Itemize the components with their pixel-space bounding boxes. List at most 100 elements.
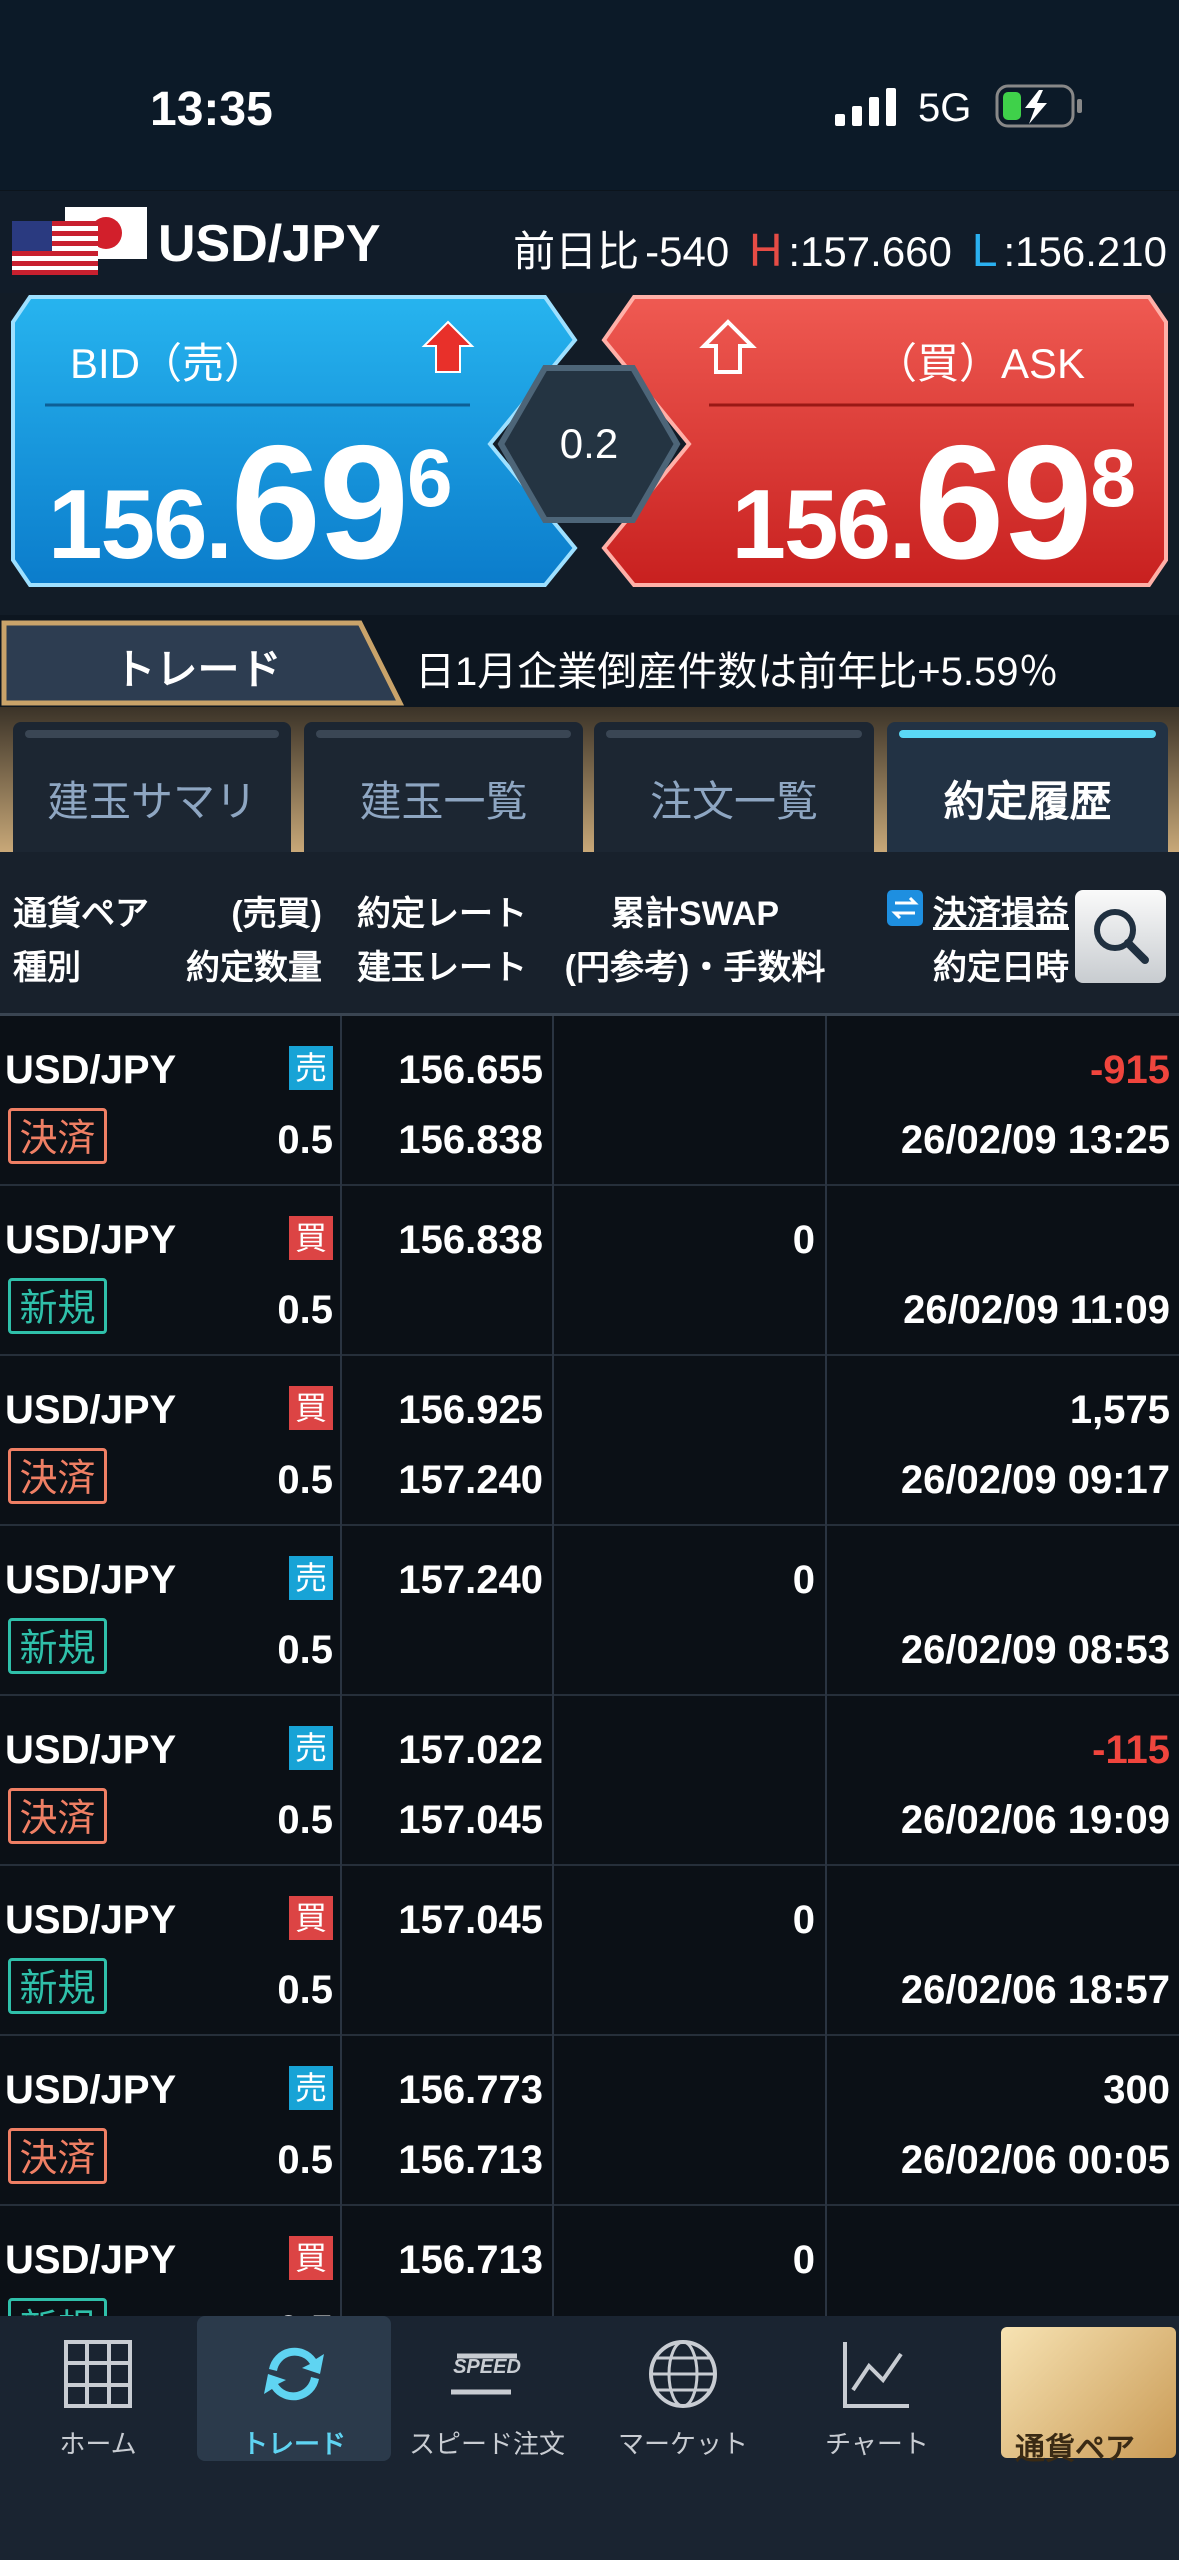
column-divider — [552, 2036, 554, 2206]
type-badge: 決済 — [8, 1108, 107, 1164]
datetime: 26/02/06 18:57 — [900, 1968, 1170, 2012]
trade-row[interactable]: USD/JPY 買決済 0.5 156.925 157.240 1,575 26/02/09… — [0, 1356, 1179, 1526]
ask-price-small: 8 — [1090, 433, 1136, 524]
pair: USD/JPY — [5, 2238, 177, 2282]
tab[interactable]: 建玉一覧 — [304, 722, 583, 852]
trade-rate: 156.838 — [398, 1218, 543, 1262]
datetime: 26/02/09 13:25 — [900, 1118, 1170, 1162]
tab-label: 約定履歴 — [943, 778, 1112, 825]
trade-row[interactable]: USD/JPY 売決済 0.5 156.655 156.838 -915 26/02/09 … — [0, 1016, 1179, 1186]
nav-icon[interactable] — [447, 2334, 527, 2414]
side-badge: 買 — [289, 1216, 333, 1260]
nav-label[interactable]: チャート — [825, 2429, 929, 2459]
quantity: 0.5 — [277, 2138, 333, 2182]
trade-row[interactable]: USD/JPY 買新規 0.5 156.713 0 — [0, 2206, 1179, 2316]
search-button[interactable] — [1075, 890, 1166, 983]
spread-hex — [497, 365, 681, 523]
bid-button[interactable] — [11, 295, 578, 587]
ticker-tab[interactable]: トレード — [113, 646, 282, 693]
swap: 0 — [792, 1218, 815, 1262]
trade-row[interactable]: USD/JPY 売決済 0.5 157.022 157.045 -115 26/02/06 … — [0, 1696, 1179, 1866]
column-label: (円参考)・手数料 — [564, 949, 826, 987]
type-badge: 決済 — [8, 1448, 107, 1504]
quantity: 0.5 — [277, 1458, 333, 1502]
datetime: 26/02/06 19:09 — [900, 1798, 1170, 1842]
datetime: 26/02/09 09:17 — [900, 1458, 1170, 1502]
nav-label[interactable]: ホーム — [59, 2429, 137, 2459]
datetime: 26/02/09 08:53 — [900, 1628, 1170, 1672]
nav-icon[interactable] — [254, 2334, 334, 2414]
ask-button[interactable] — [601, 295, 1168, 587]
pair: USD/JPY — [5, 2068, 177, 2112]
type-badge: 新規 — [8, 2298, 107, 2316]
nav-label[interactable]: マーケット — [617, 2429, 748, 2459]
change-value: -540 — [645, 228, 730, 275]
tab[interactable]: 注文一覧 — [594, 722, 874, 852]
ask-arrow — [699, 319, 757, 374]
header-bar — [0, 191, 1179, 293]
bid-price-small: 6 — [406, 433, 453, 524]
nav-icon[interactable] — [1035, 2330, 1115, 2410]
column-divider — [825, 1866, 827, 2036]
tab[interactable]: 約定履歴 — [887, 722, 1168, 852]
quantity: 0.5 — [277, 1798, 333, 1842]
quantity: 0.5 — [277, 1628, 333, 1672]
nav-icon[interactable] — [837, 2334, 917, 2414]
trade-row[interactable]: USD/JPY 売新規 0.5 157.240 0 26/02/09 08:53 — [0, 1526, 1179, 1696]
nav-label[interactable]: トレード — [241, 2429, 346, 2459]
trade-row[interactable]: USD/JPY 売決済 0.5 156.773 156.713 300 26/02/06 0… — [0, 2036, 1179, 2206]
bid-price-main: 156. — [48, 469, 233, 579]
tab-indicator — [25, 730, 279, 738]
type-badge: 決済 — [8, 2128, 107, 2184]
nav-label[interactable]: 通貨ペア — [1015, 2433, 1135, 2466]
column-divider — [552, 1186, 554, 1356]
bid-price: 156. 69 6 — [48, 410, 453, 596]
pair: USD/JPY — [5, 1218, 177, 1262]
ask-label: （買）ASK — [874, 340, 1085, 387]
column-divider — [552, 1696, 554, 1866]
type-badge: 決済 — [8, 1788, 107, 1844]
bid-price-big: 69 — [230, 412, 409, 593]
column-label: 建玉レート — [357, 949, 527, 987]
side-badge: 買 — [289, 1896, 333, 1940]
nav-icon[interactable] — [58, 2334, 138, 2414]
nav-label[interactable]: スピード注文 — [408, 2429, 565, 2459]
column-label: 約定数量 — [186, 949, 322, 987]
trade-row[interactable]: USD/JPY 買新規 0.5 157.045 0 26/02/06 18:57 — [0, 1866, 1179, 2036]
high-label: H — [749, 224, 783, 276]
type-badge: 新規 — [8, 1278, 107, 1334]
quantity: 0.5 — [277, 1288, 333, 1332]
datetime: 26/02/09 11:09 — [903, 1288, 1170, 1332]
column-divider — [552, 1356, 554, 1526]
status-time: 13:35 — [150, 83, 273, 136]
column-divider — [340, 2036, 342, 2206]
flag-icon — [12, 207, 147, 275]
network-label: 5G — [918, 86, 972, 130]
type-badge: 新規 — [8, 1618, 107, 1674]
pair: USD/JPY — [5, 1898, 177, 1942]
tab-indicator — [316, 730, 571, 738]
column-divider — [552, 2206, 554, 2316]
nav-active-bg — [197, 2316, 391, 2461]
swap-toggle-icon[interactable] — [887, 890, 923, 926]
column-divider — [340, 2206, 342, 2316]
nav-icon[interactable] — [643, 2334, 723, 2414]
low-value: :156.210 — [1003, 228, 1168, 275]
low-label: L — [971, 224, 998, 276]
side-badge: 売 — [289, 2066, 333, 2110]
tab-indicator — [606, 730, 862, 738]
pair: USD/JPY — [5, 1558, 177, 1602]
column-divider — [552, 1866, 554, 2036]
tab[interactable]: 建玉サマリ — [13, 722, 291, 852]
open-rate: 156.838 — [398, 1118, 543, 1162]
column-label: 種別 — [13, 949, 81, 987]
status-bar — [0, 0, 1179, 190]
pnl: -915 — [1089, 1048, 1170, 1092]
header-pair: USD/JPY — [158, 215, 381, 273]
side-badge: 売 — [289, 1726, 333, 1770]
trade-rate: 157.240 — [398, 1558, 543, 1602]
trade-row[interactable]: USD/JPY 買新規 0.5 156.838 0 26/02/09 11:09 — [0, 1186, 1179, 1356]
open-rate: 157.240 — [398, 1458, 543, 1502]
column-divider — [825, 1526, 827, 1696]
